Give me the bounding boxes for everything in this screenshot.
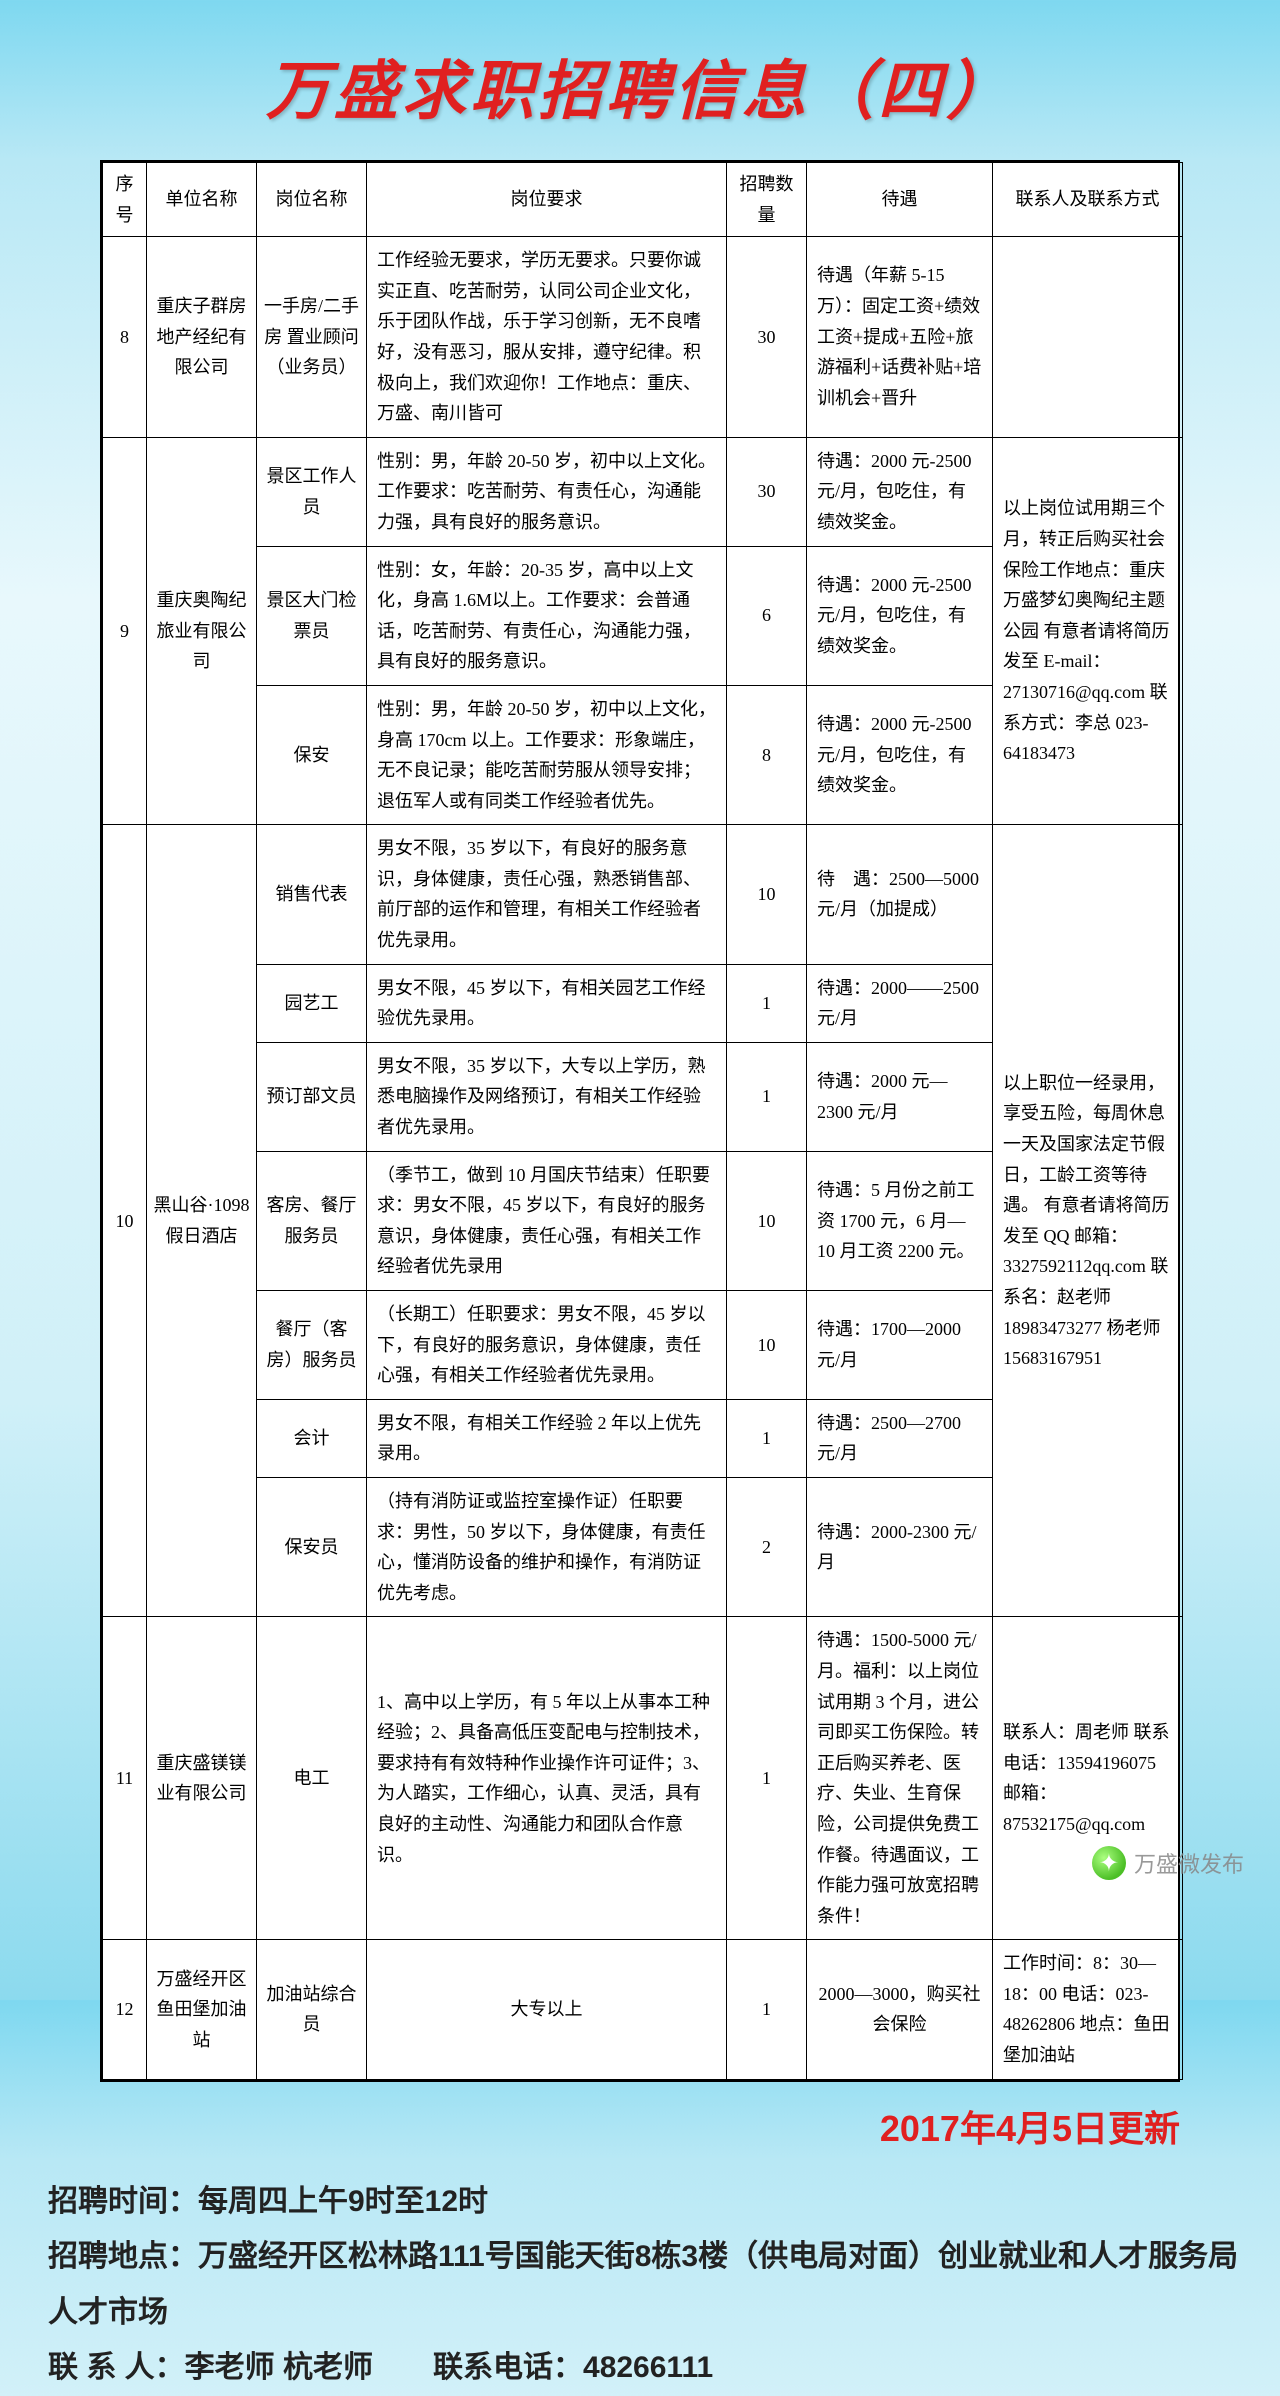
table-row: 9 重庆奥陶纪旅业有限公司 景区工作人员 性别：男，年龄 20-50 岁，初中以… (103, 437, 1183, 546)
cell-contact (993, 237, 1183, 438)
table-row: 8 重庆子群房地产经纪有限公司 一手房/二手房 置业顾问（业务员） 工作经验无要… (103, 237, 1183, 438)
cell-treatment: 待遇：2000 元-2500 元/月，包吃住，有绩效奖金。 (807, 685, 993, 824)
cell-position: 会计 (257, 1399, 367, 1477)
cell-qty: 10 (727, 825, 807, 964)
cell-requirement: 性别：男，年龄 20-50 岁，初中以上文化。工作要求：吃苦耐劳、有责任心，沟通… (367, 437, 727, 546)
cell-position: 景区工作人员 (257, 437, 367, 546)
cell-requirement: 男女不限，45 岁以下，有相关园艺工作经验优先录用。 (367, 964, 727, 1042)
cell-position: 预订部文员 (257, 1042, 367, 1151)
cell-num: 10 (103, 825, 147, 1617)
footer-place: 招聘地点：万盛经开区松林路111号国能天街8栋3楼（供电局对面）创业就业和人才服… (48, 2229, 1240, 2340)
cell-unit: 重庆子群房地产经纪有限公司 (147, 237, 257, 438)
cell-treatment: 待遇：2000 元—2300 元/月 (807, 1042, 993, 1151)
cell-contact: 以上职位一经录用，享受五险，每周休息一天及国家法定节假日，工龄工资等待遇。 有意… (993, 825, 1183, 1617)
th-treatment: 待遇 (807, 163, 993, 237)
cell-qty: 1 (727, 1940, 807, 2079)
cell-requirement: （长期工）任职要求：男女不限，45 岁以下，有良好的服务意识，身体健康，责任心强… (367, 1291, 727, 1400)
cell-num: 11 (103, 1617, 147, 1940)
watermark: ✦ 万盛微发布 (1092, 1846, 1244, 1880)
cell-position: 加油站综合员 (257, 1940, 367, 2079)
cell-requirement: 性别：女，年龄：20-35 岁，高中以上文化，身高 1.6M以上。工作要求：会普… (367, 546, 727, 685)
job-table: 序号 单位名称 岗位名称 岗位要求 招聘数量 待遇 联系人及联系方式 8 重庆子… (102, 162, 1183, 2080)
th-contact: 联系人及联系方式 (993, 163, 1183, 237)
cell-treatment: 2000—3000，购买社会保险 (807, 1940, 993, 2079)
footer-block: 招聘时间：每周四上午9时至12时 招聘地点：万盛经开区松林路111号国能天街8栋… (48, 2174, 1240, 2396)
cell-qty: 1 (727, 964, 807, 1042)
cell-treatment: 待遇：2000-2300 元/月 (807, 1477, 993, 1616)
cell-qty: 1 (727, 1399, 807, 1477)
wechat-icon: ✦ (1092, 1846, 1126, 1880)
cell-qty: 30 (727, 437, 807, 546)
cell-requirement: 大专以上 (367, 1940, 727, 2079)
cell-treatment: 待遇：1500-5000 元/月。福利：以上岗位试用期 3 个月，进公司即买工伤… (807, 1617, 993, 1940)
cell-qty: 2 (727, 1477, 807, 1616)
cell-requirement: （持有消防证或监控室操作证）任职要求：男性，50 岁以下，身体健康，有责任心，懂… (367, 1477, 727, 1616)
table-header-row: 序号 单位名称 岗位名称 岗位要求 招聘数量 待遇 联系人及联系方式 (103, 163, 1183, 237)
cell-num: 12 (103, 1940, 147, 2079)
cell-unit: 黑山谷·1098 假日酒店 (147, 825, 257, 1617)
cell-contact: 联系人：周老师 联系电话：13594196075 邮箱：87532175@qq.… (993, 1617, 1183, 1940)
cell-unit: 重庆奥陶纪旅业有限公司 (147, 437, 257, 825)
cell-qty: 10 (727, 1151, 807, 1290)
cell-unit: 万盛经开区鱼田堡加油站 (147, 1940, 257, 2079)
cell-treatment: 待遇：5 月份之前工资 1700 元，6 月—10 月工资 2200 元。 (807, 1151, 993, 1290)
cell-treatment: 待遇：2000——2500 元/月 (807, 964, 993, 1042)
cell-position: 保安 (257, 685, 367, 824)
cell-num: 8 (103, 237, 147, 438)
cell-position: 园艺工 (257, 964, 367, 1042)
job-table-container: 序号 单位名称 岗位名称 岗位要求 招聘数量 待遇 联系人及联系方式 8 重庆子… (100, 160, 1180, 2082)
cell-requirement: 男女不限，35 岁以下，大专以上学历，熟悉电脑操作及网络预订，有相关工作经验者优… (367, 1042, 727, 1151)
cell-treatment: 待遇（年薪 5-15 万）：固定工资+绩效工资+提成+五险+旅游福利+话费补贴+… (807, 237, 993, 438)
table-row: 12 万盛经开区鱼田堡加油站 加油站综合员 大专以上 1 2000—3000，购… (103, 1940, 1183, 2079)
watermark-text: 万盛微发布 (1134, 1847, 1244, 1879)
cell-contact: 以上岗位试用期三个月，转正后购买社会保险工作地点：重庆万盛梦幻奥陶纪主题公园 有… (993, 437, 1183, 825)
cell-qty: 1 (727, 1617, 807, 1940)
cell-treatment: 待遇：2000 元-2500 元/月，包吃住，有绩效奖金。 (807, 546, 993, 685)
page-title: 万盛求职招聘信息（四） (0, 0, 1280, 160)
cell-position: 客房、餐厅服务员 (257, 1151, 367, 1290)
cell-qty: 6 (727, 546, 807, 685)
cell-treatment: 待遇：1700—2000 元/月 (807, 1291, 993, 1400)
th-unit: 单位名称 (147, 163, 257, 237)
footer-time: 招聘时间：每周四上午9时至12时 (48, 2174, 1240, 2230)
footer-contact: 联 系 人：李老师 杭老师 联系电话：48266111 (48, 2340, 1240, 2396)
cell-position: 一手房/二手房 置业顾问（业务员） (257, 237, 367, 438)
th-num: 序号 (103, 163, 147, 237)
cell-requirement: 男女不限，有相关工作经验 2 年以上优先录用。 (367, 1399, 727, 1477)
th-requirement: 岗位要求 (367, 163, 727, 237)
th-quantity: 招聘数量 (727, 163, 807, 237)
table-row: 11 重庆盛镁镁业有限公司 电工 1、高中以上学历，有 5 年以上从事本工种经验… (103, 1617, 1183, 1940)
cell-qty: 10 (727, 1291, 807, 1400)
cell-position: 电工 (257, 1617, 367, 1940)
cell-num: 9 (103, 437, 147, 825)
cell-requirement: 男女不限，35 岁以下，有良好的服务意识，身体健康，责任心强，熟悉销售部、前厅部… (367, 825, 727, 964)
table-row: 10 黑山谷·1098 假日酒店 销售代表 男女不限，35 岁以下，有良好的服务… (103, 825, 1183, 964)
th-position: 岗位名称 (257, 163, 367, 237)
cell-position: 餐厅（客房）服务员 (257, 1291, 367, 1400)
cell-position: 保安员 (257, 1477, 367, 1616)
cell-position: 景区大门检票员 (257, 546, 367, 685)
cell-treatment: 待遇：2500—2700 元/月 (807, 1399, 993, 1477)
cell-requirement: （季节工，做到 10 月国庆节结束）任职要求：男女不限，45 岁以下，有良好的服… (367, 1151, 727, 1290)
cell-treatment: 待遇：2000 元-2500 元/月，包吃住，有绩效奖金。 (807, 437, 993, 546)
cell-qty: 1 (727, 1042, 807, 1151)
cell-requirement: 性别：男，年龄 20-50 岁，初中以上文化，身高 170cm 以上。工作要求：… (367, 685, 727, 824)
cell-qty: 30 (727, 237, 807, 438)
cell-qty: 8 (727, 685, 807, 824)
cell-unit: 重庆盛镁镁业有限公司 (147, 1617, 257, 1940)
cell-treatment: 待 遇：2500—5000 元/月（加提成） (807, 825, 993, 964)
update-date: 2017年4月5日更新 (0, 2100, 1180, 2152)
cell-position: 销售代表 (257, 825, 367, 964)
cell-requirement: 工作经验无要求，学历无要求。只要你诚实正直、吃苦耐劳，认同公司企业文化，乐于团队… (367, 237, 727, 438)
cell-requirement: 1、高中以上学历，有 5 年以上从事本工种经验；2、具备高低压变配电与控制技术，… (367, 1617, 727, 1940)
cell-contact: 工作时间：8：30—18：00 电话：023-48262806 地点：鱼田堡加油… (993, 1940, 1183, 2079)
